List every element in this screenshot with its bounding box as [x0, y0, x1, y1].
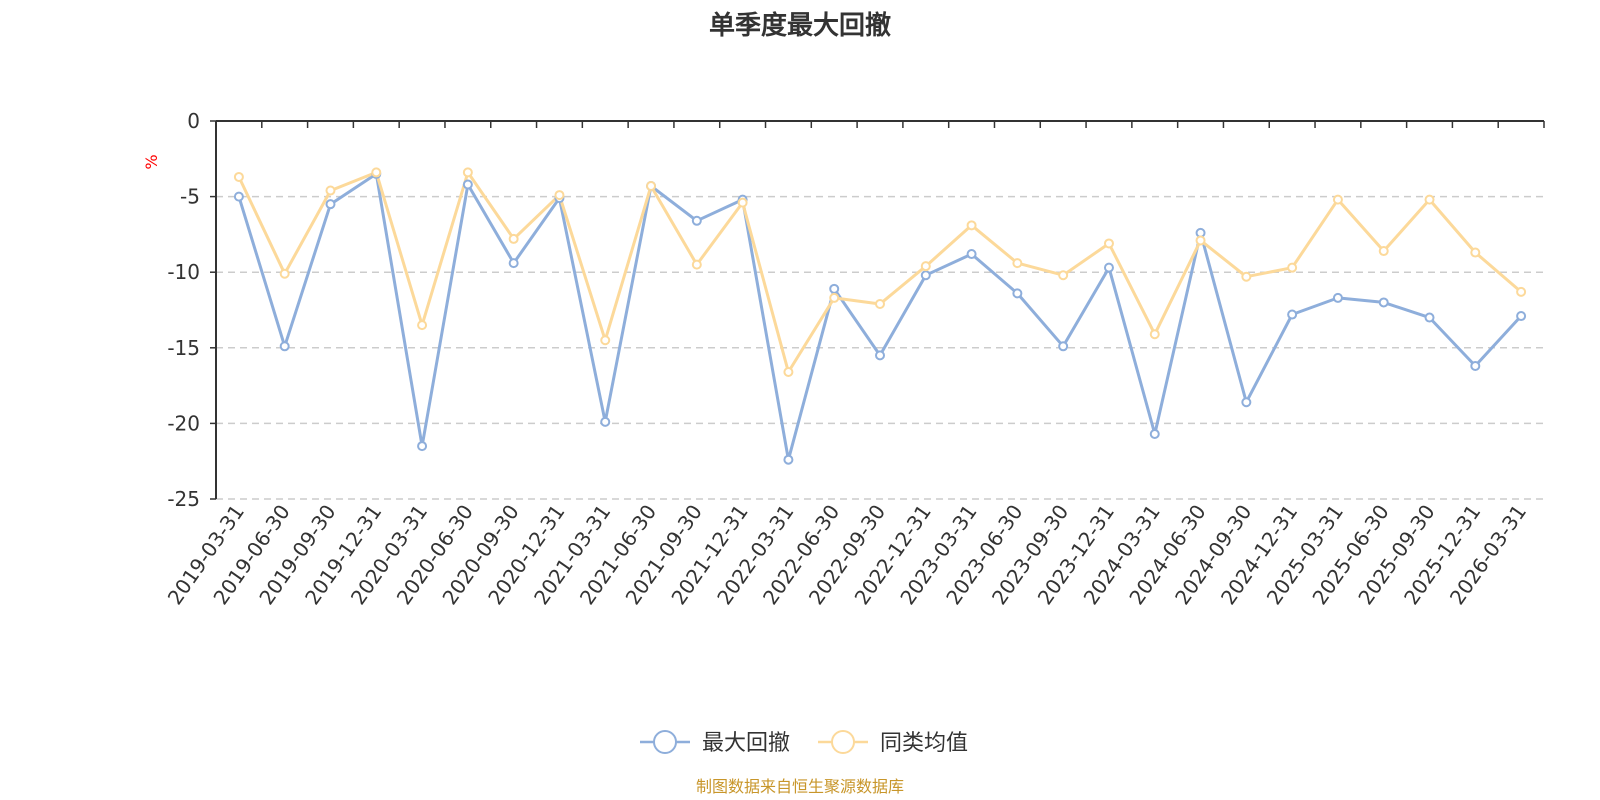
data-point-0 — [1470, 360, 1481, 371]
data-point-1 — [646, 181, 657, 192]
data-point-1 — [1424, 194, 1435, 205]
data-point-1 — [554, 190, 565, 201]
data-point-0 — [462, 179, 473, 190]
data-point-0 — [691, 215, 702, 226]
data-point-0 — [1012, 288, 1023, 299]
data-point-1 — [966, 220, 977, 231]
data-point-1 — [233, 171, 244, 182]
y-axis-ticks: 0 -5 -10 -15 -20 -25 — [167, 109, 216, 511]
data-point-1 — [371, 167, 382, 178]
data-point-0 — [1103, 262, 1114, 273]
data-point-1 — [1470, 247, 1481, 258]
y-axis-unit: % — [142, 154, 161, 169]
data-point-1 — [417, 320, 428, 331]
data-point-1 — [691, 259, 702, 270]
legend-item-0[interactable]: 最大回撤 — [640, 730, 790, 756]
y-tick-label: 0 — [187, 109, 200, 133]
data-point-1 — [829, 292, 840, 303]
data-point-0 — [829, 283, 840, 294]
data-point-1 — [1287, 262, 1298, 273]
y-tick-label: -10 — [167, 260, 200, 284]
data-point-0 — [1424, 312, 1435, 323]
data-point-0 — [1149, 428, 1160, 439]
data-point-0 — [1516, 311, 1527, 322]
data-point-1 — [783, 366, 794, 377]
data-point-0 — [233, 191, 244, 202]
data-point-1 — [1149, 329, 1160, 340]
data-point-0 — [1378, 297, 1389, 308]
y-tick-label: -20 — [167, 411, 200, 435]
data-point-1 — [1378, 246, 1389, 257]
data-point-0 — [600, 416, 611, 427]
data-point-1 — [1012, 258, 1023, 269]
data-point-1 — [875, 298, 885, 309]
axes — [215, 120, 1544, 499]
grid-lines — [216, 195, 1544, 500]
y-tick-label: -25 — [167, 487, 200, 511]
y-tick-label: -5 — [180, 185, 200, 209]
x-axis-ticks: 2019-03-312019-06-302019-09-302019-12-31… — [163, 121, 1545, 609]
data-point-1 — [462, 167, 473, 178]
data-point-1 — [1241, 271, 1252, 282]
data-point-1 — [1103, 238, 1114, 249]
data-point-1 — [1516, 286, 1527, 297]
data-point-1 — [737, 197, 748, 208]
data-point-0 — [279, 341, 290, 352]
data-point-1 — [325, 185, 336, 196]
legend-label: 最大回撤 — [702, 731, 790, 756]
data-point-1 — [1058, 270, 1069, 281]
legend-marker — [653, 730, 677, 754]
legend-item-1[interactable]: 同类均值 — [818, 730, 968, 756]
legend-label: 同类均值 — [880, 731, 968, 756]
data-point-0 — [1241, 397, 1252, 408]
y-tick-label: -15 — [167, 336, 200, 360]
data-point-0 — [1287, 309, 1298, 320]
data-point-0 — [1332, 292, 1343, 303]
data-point-0 — [417, 441, 428, 452]
series-line-0 — [237, 172, 1523, 462]
series-group — [233, 167, 1527, 465]
data-point-0 — [508, 258, 519, 269]
data-point-0 — [875, 350, 885, 361]
data-point-1 — [508, 233, 519, 244]
chart-title: 单季度最大回撤 — [709, 10, 891, 41]
legend[interactable]: 最大回撤 同类均值 — [640, 730, 968, 756]
data-point-0 — [1058, 341, 1069, 352]
data-point-1 — [1195, 235, 1206, 246]
data-point-1 — [920, 261, 931, 272]
data-point-0 — [325, 199, 336, 210]
data-point-0 — [966, 249, 977, 260]
data-point-1 — [279, 268, 290, 279]
data-point-0 — [783, 454, 794, 465]
data-point-1 — [1332, 194, 1343, 205]
data-source-note: 制图数据来自恒生聚源数据库 — [696, 777, 904, 796]
data-point-0 — [920, 270, 931, 281]
data-point-1 — [600, 335, 611, 346]
legend-marker — [831, 730, 855, 754]
